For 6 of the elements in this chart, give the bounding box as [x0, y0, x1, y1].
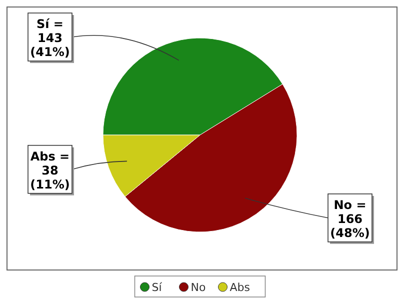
- legend-label: Sí: [152, 281, 163, 294]
- data-label: Abs = 38 (11%): [30, 149, 70, 192]
- data-label: Sí = 143 (41%): [30, 17, 70, 60]
- legend-label: No: [190, 281, 206, 294]
- legend-label: Abs: [230, 281, 250, 294]
- data-label: No = 166 (48%): [330, 198, 370, 240]
